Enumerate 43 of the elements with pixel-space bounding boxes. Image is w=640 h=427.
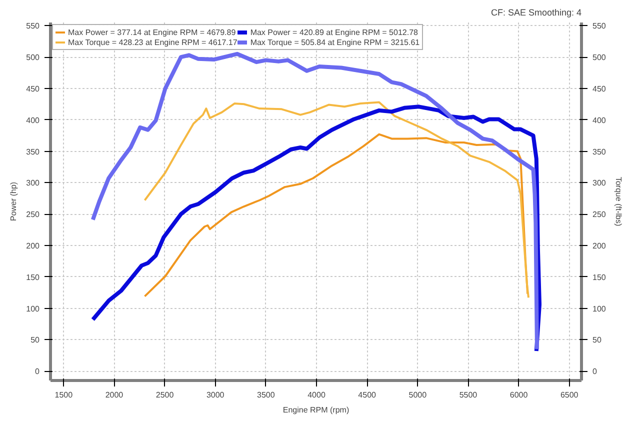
y-axis-title: Power (hp) bbox=[9, 182, 18, 222]
legend-label: Max Torque = 505.84 at Engine RPM = 3215.61 bbox=[250, 37, 420, 47]
y2-tick-label: 150 bbox=[592, 272, 606, 282]
x-tick-label: 2500 bbox=[156, 390, 174, 400]
legend-label: Max Torque = 428.23 at Engine RPM = 4617.17 bbox=[68, 37, 238, 47]
x-tick-label: 6500 bbox=[560, 390, 579, 400]
x-tick-label: 3000 bbox=[206, 390, 225, 400]
y2-tick-label: 550 bbox=[592, 22, 606, 31]
x-tick-label: 2000 bbox=[105, 390, 124, 400]
y-tick-label: 0 bbox=[35, 367, 40, 376]
x-axis-title: Engine RPM (rpm) bbox=[282, 406, 350, 414]
y2-tick-label: 500 bbox=[592, 53, 606, 62]
y-tick-label: 300 bbox=[26, 178, 40, 188]
y-tick-label: 50 bbox=[30, 336, 40, 345]
y-tick-label: 250 bbox=[26, 210, 40, 220]
x-tick-label: 5500 bbox=[459, 390, 478, 400]
y2-tick-label: 250 bbox=[592, 210, 606, 220]
y2-tick-label: 300 bbox=[592, 178, 606, 188]
y2-tick-label: 200 bbox=[592, 241, 606, 250]
x-tick-label: 1500 bbox=[54, 390, 74, 400]
x-tick-label: 4000 bbox=[308, 390, 326, 400]
x-tick-label: 5000 bbox=[408, 390, 428, 400]
y2-tick-label: 100 bbox=[592, 304, 606, 314]
legend-label: Max Power = 377.14 at Engine RPM = 4679.89 bbox=[68, 27, 236, 37]
y-tick-label: 450 bbox=[26, 84, 40, 94]
y-tick-label: 150 bbox=[26, 272, 40, 282]
y2-tick-label: 350 bbox=[592, 147, 606, 156]
y-tick-label: 400 bbox=[26, 116, 40, 125]
y2-tick-label: 450 bbox=[592, 84, 606, 94]
x-tick-label: 3500 bbox=[257, 390, 276, 400]
legend-label: Max Power = 420.89 at Engine RPM = 5012.78 bbox=[250, 27, 418, 37]
y-tick-label: 550 bbox=[26, 22, 40, 31]
y2-tick-label: 0 bbox=[592, 367, 598, 376]
x-tick-label: 6000 bbox=[510, 390, 528, 400]
x-tick-label: 4500 bbox=[358, 390, 377, 400]
y-tick-label: 200 bbox=[26, 241, 40, 250]
y-tick-label: 100 bbox=[26, 304, 40, 314]
y-tick-label: 350 bbox=[26, 147, 40, 156]
y2-axis-title: Torque (ft-lbs) bbox=[614, 176, 623, 227]
text: CF: SAE Smoothing: 4 bbox=[490, 8, 582, 18]
y-tick-label: 500 bbox=[26, 53, 40, 62]
y2-tick-label: 50 bbox=[592, 336, 602, 345]
y2-tick-label: 400 bbox=[592, 116, 606, 125]
